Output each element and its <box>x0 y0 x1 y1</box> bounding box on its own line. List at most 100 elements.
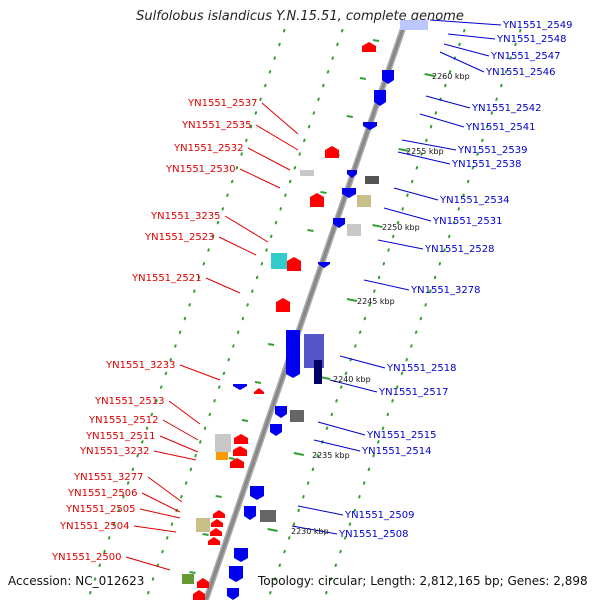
reverse-gene-arrow <box>244 506 256 520</box>
label-leader-line <box>393 187 439 201</box>
label-leader-line <box>317 421 366 436</box>
reverse-gene-arrow <box>374 90 386 106</box>
gene-box <box>271 253 287 269</box>
gene-label-plus: YN1551_2534 <box>439 195 510 206</box>
gene-label-plus: YN1551_2509 <box>344 510 415 521</box>
label-leader-line <box>205 277 241 294</box>
gene-label-minus: YN1551_3277 <box>73 472 144 483</box>
label-leader-line <box>425 95 471 109</box>
forward-gene-arrow <box>211 519 223 527</box>
forward-gene-arrow <box>233 446 247 456</box>
minor-tick <box>202 533 209 536</box>
reverse-gene-arrow <box>227 588 239 600</box>
label-leader-line <box>153 450 197 461</box>
label-leader-line <box>297 505 344 516</box>
scale-tick <box>293 452 305 456</box>
gene-label-plus: YN1551_2539 <box>457 145 528 156</box>
gene-label-minus: YN1551_2521 <box>131 273 202 284</box>
forward-gene-arrow <box>362 42 376 52</box>
label-leader-line <box>255 124 299 151</box>
label-leaders <box>125 19 502 571</box>
gene-label-plus: YN1551_2546 <box>485 67 556 78</box>
gene-label-plus: YN1551_2548 <box>496 34 567 45</box>
genome-title: Sulfolobus islandicus Y.N.15.51, complet… <box>136 9 464 24</box>
scale-label: 2255 kbp <box>406 147 444 156</box>
reverse-gene-arrow <box>347 170 357 178</box>
gene-box <box>365 176 379 184</box>
label-leader-line <box>125 556 171 571</box>
gene-label-plus: YN1551_2518 <box>386 363 457 374</box>
scale-label: 2245 kbp <box>357 297 395 306</box>
gene-labels: YN1551_2537 YN1551_2535 YN1551_2532 YN1551_… <box>51 20 573 563</box>
reverse-gene-arrow <box>382 70 394 84</box>
minor-tick <box>254 381 262 384</box>
label-leader-line <box>147 476 183 503</box>
gene-box <box>400 20 428 30</box>
gene-label-plus: YN1551_2549 <box>502 20 573 31</box>
label-leader-line <box>447 33 496 40</box>
gene-box <box>347 224 361 236</box>
reverse-gene-arrow <box>234 548 248 562</box>
label-leader-line <box>261 102 299 135</box>
gene-label-minus: YN1551_3232 <box>79 446 150 457</box>
minor-tick <box>241 419 249 422</box>
label-leader-line <box>313 439 361 452</box>
minor-tick <box>228 457 235 460</box>
forward-gene-arrow <box>197 578 209 588</box>
label-leader-line <box>363 279 410 291</box>
scale-tick <box>346 298 358 302</box>
label-leader-line <box>218 236 257 256</box>
gene-label-plus: YN1551_2514 <box>361 446 432 457</box>
label-leader-line <box>247 147 291 171</box>
gene-label-minus: YN1551_2537 <box>187 98 258 109</box>
gene-label-minus: YN1551_2535 <box>181 120 252 131</box>
scale-tick <box>372 224 383 228</box>
gene-label-plus: YN1551_2542 <box>471 103 542 114</box>
gene-box <box>357 195 371 207</box>
label-leader-line <box>168 400 201 425</box>
label-leader-line <box>397 151 451 165</box>
gene-label-minus: YN1551_2506 <box>67 488 138 499</box>
forward-gene-arrow <box>310 193 324 207</box>
backbone-line <box>204 19 408 600</box>
gene-label-plus: YN1551_2515 <box>366 430 437 441</box>
label-leader-line <box>141 492 181 513</box>
minor-tick <box>320 191 327 194</box>
gene-label-plus: YN1551_2508 <box>338 529 409 540</box>
gene-label-plus: YN1551_2541 <box>465 122 536 133</box>
gene-box <box>300 170 314 176</box>
forward-gene-arrow <box>325 146 339 158</box>
gene-label-plus: YN1551_2517 <box>378 387 449 398</box>
reverse-gene-arrow <box>275 406 287 418</box>
gene-label-plus: YN1551_2547 <box>490 51 561 62</box>
gene-label-minus: YN1551_2532 <box>173 143 244 154</box>
gene-label-minus: YN1551_2511 <box>85 431 156 442</box>
label-leader-line <box>439 51 485 73</box>
reverse-gene-arrow <box>250 486 264 500</box>
label-leader-line <box>139 508 181 519</box>
minor-tick <box>215 495 222 498</box>
label-leader-line <box>224 215 269 243</box>
label-leader-line <box>419 113 465 128</box>
scale-label: 2250 kbp <box>382 223 420 232</box>
genome-summary: Topology: circular; Length: 2,812,165 bp… <box>258 574 588 588</box>
reverse-gene-arrow <box>363 122 377 130</box>
forward-gene-arrow <box>213 510 225 518</box>
forward-gene-arrow <box>254 388 264 394</box>
minor-tick <box>346 115 353 118</box>
accession-text: Accession: NC_012623 <box>8 574 145 588</box>
label-leader-line <box>339 355 386 369</box>
reverse-gene-arrow <box>342 188 356 198</box>
gene-label-minus: YN1551_2504 <box>59 521 130 532</box>
gene-label-minus: YN1551_2513 <box>94 396 165 407</box>
forward-gene-arrow <box>193 590 205 600</box>
gene-box <box>314 360 322 384</box>
reverse-gene-arrow <box>270 424 282 436</box>
scale-labels: 2260 kbp 2255 kbp 2250 kbp 2245 kbp 2240 kbp… <box>291 72 470 536</box>
reverse-gene-arrow <box>229 566 243 582</box>
gene-box <box>290 410 304 422</box>
gene-label-minus: YN1551_2530 <box>165 164 236 175</box>
gene-box <box>304 334 324 368</box>
gene-label-plus: YN1551_2528 <box>424 244 495 255</box>
